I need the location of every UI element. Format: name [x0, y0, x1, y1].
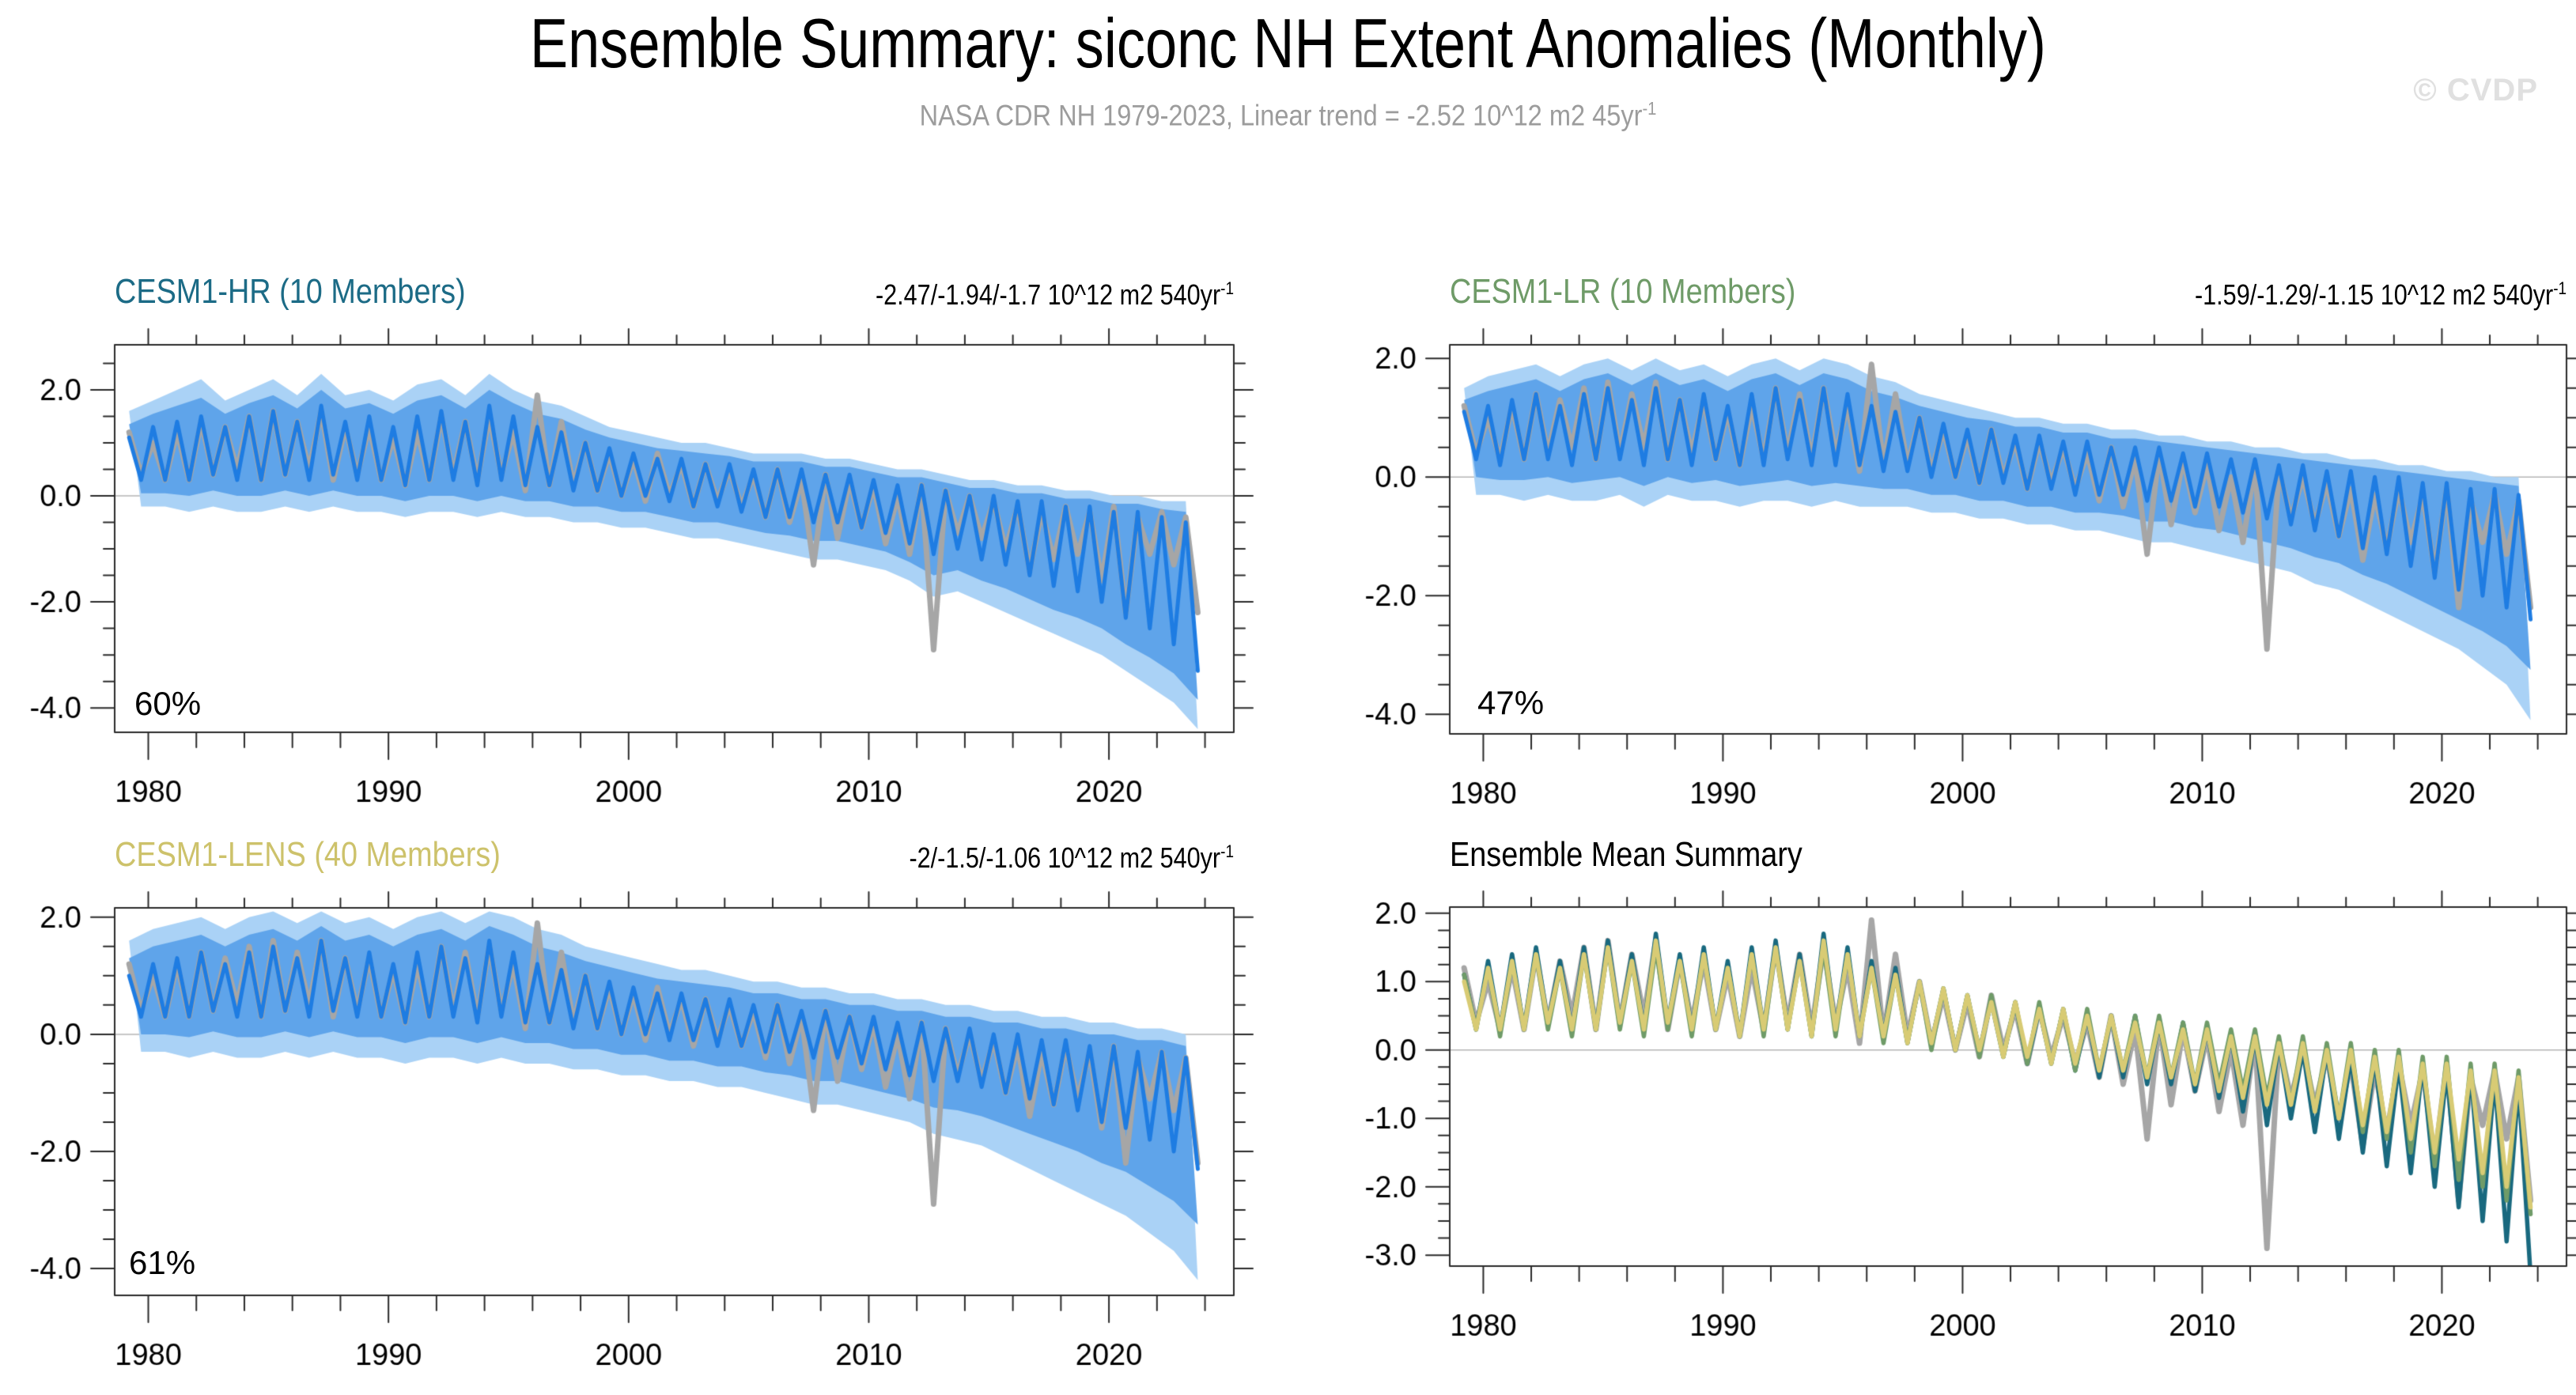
- cvdp-watermark: © CVDP: [2413, 73, 2538, 108]
- trend-text: -1.59/-1.29/-1.15 10^12 m2 540yr: [2194, 278, 2554, 311]
- subtitle-superscript: -1: [1642, 98, 1657, 119]
- trend-superscript: -1: [2553, 278, 2567, 298]
- panel-title-cesm1-hr: CESM1-HR (10 Members): [115, 272, 466, 311]
- trend-label-cesm1-hr: -2.47/-1.94/-1.7 10^12 m2 540yr-1: [876, 278, 1234, 312]
- trend-label-cesm1-lr: -1.59/-1.29/-1.15 10^12 m2 540yr-1: [2195, 278, 2567, 312]
- trend-text: -2.47/-1.94/-1.7 10^12 m2 540yr: [875, 278, 1221, 311]
- panel-title-cesm1-lens: CESM1-LENS (40 Members): [115, 835, 501, 874]
- trend-text: -2/-1.5/-1.06 10^12 m2 540yr: [909, 841, 1221, 874]
- trend-superscript: -1: [1220, 841, 1234, 861]
- panel-title-cesm1-lr: CESM1-LR (10 Members): [1450, 272, 1796, 311]
- panel-title-ensemble-mean-summary: Ensemble Mean Summary: [1450, 835, 1802, 874]
- trend-superscript: -1: [1220, 278, 1234, 298]
- subtitle-text: NASA CDR NH 1979-2023, Linear trend = -2…: [919, 99, 1643, 132]
- percent-annotation-cesm1-lr: 47%: [1477, 684, 1545, 721]
- reference-subtitle: NASA CDR NH 1979-2023, Linear trend = -2…: [154, 98, 2421, 132]
- percent-annotation-cesm1-hr: 60%: [134, 685, 202, 722]
- percent-annotation-cesm1-lens: 61%: [129, 1244, 196, 1281]
- trend-label-cesm1-lens: -2/-1.5/-1.06 10^12 m2 540yr-1: [909, 841, 1234, 875]
- page-title: Ensemble Summary: siconc NH Extent Anoma…: [530, 4, 2046, 82]
